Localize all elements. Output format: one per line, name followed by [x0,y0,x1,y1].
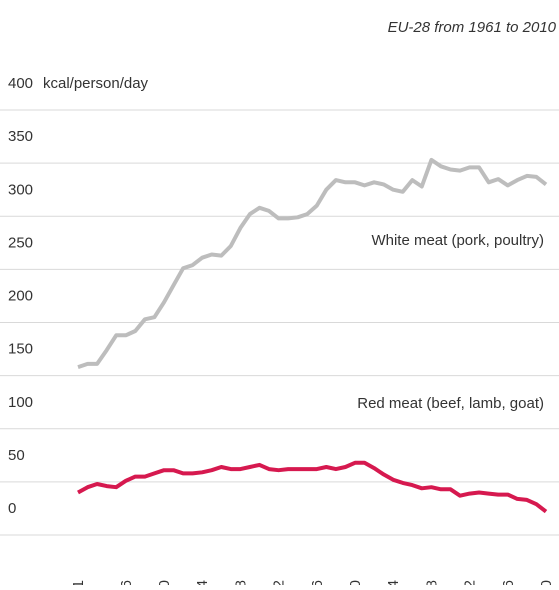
x-tick-label: 1966 [118,580,135,585]
series-line [77,460,548,514]
x-tick-label: 1990 [347,580,364,585]
x-tick-label: 1961 [70,580,87,585]
x-tick-label: 1974 [194,580,211,585]
x-tick-label: 1994 [385,580,402,585]
x-tick-label: 1982 [271,580,288,585]
y-tick-label: 50 [8,447,25,464]
y-tick-label: 100 [8,394,33,411]
y-tick-label: 400 [8,75,33,92]
x-tick-label: 2006 [500,580,517,585]
x-tick-label: 2010 [538,580,555,585]
x-tick-label: 1986 [309,580,326,585]
y-tick-label: 300 [8,181,33,198]
x-tick-label: 1970 [156,580,173,585]
y-tick-label: 0 [8,500,16,517]
y-tick-label: 350 [8,128,33,145]
series-line [77,157,548,369]
series-label: White meat (pork, poultry) [371,232,544,249]
series-label: Red meat (beef, lamb, goat) [357,395,544,412]
y-tick-label: 250 [8,234,33,251]
y-axis-label: kcal/person/day [43,75,149,92]
x-tick-label: 1978 [232,580,249,585]
y-tick-label: 150 [8,341,33,358]
chart-subtitle: EU-28 from 1961 to 2010 [388,19,557,36]
y-tick-label: 200 [8,288,33,305]
x-tick-label: 1998 [423,580,440,585]
